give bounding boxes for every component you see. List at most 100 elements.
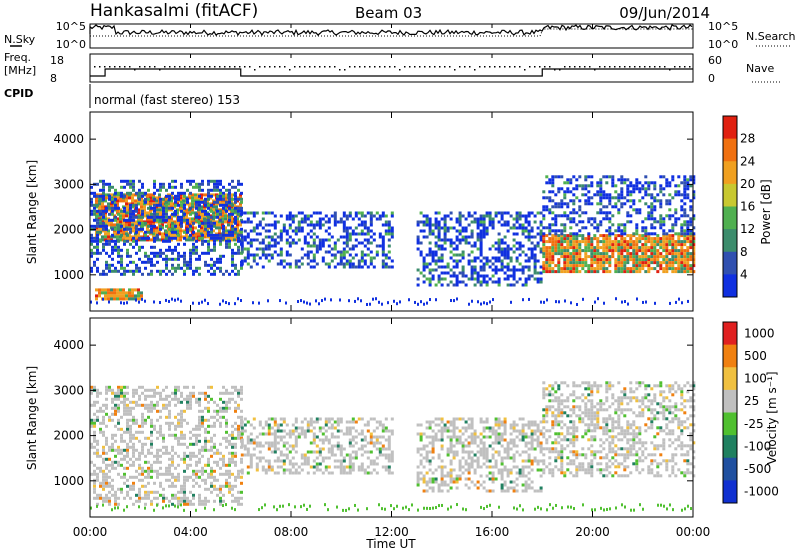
range-gate-cell xyxy=(632,255,636,259)
range-gate-cell xyxy=(554,237,558,241)
range-gate-cell xyxy=(656,255,660,259)
range-gate-cell xyxy=(186,263,189,267)
range-gate-cell xyxy=(285,253,289,257)
range-gate-cell xyxy=(273,450,277,454)
range-gate-cell xyxy=(627,302,629,306)
range-gate-cell xyxy=(548,223,552,227)
range-gate-cell xyxy=(584,252,588,256)
range-gate-cell xyxy=(174,257,177,261)
range-gate-cell xyxy=(90,248,93,252)
range-gate-cell xyxy=(264,471,268,475)
range-gate-cell xyxy=(165,298,167,302)
range-gate-cell xyxy=(506,256,510,260)
range-gate-cell xyxy=(485,211,489,215)
cpid-row: CPID normal (fast stereo) 153 xyxy=(4,84,240,108)
range-gate-cell xyxy=(440,283,444,287)
range-gate-cell xyxy=(425,253,429,257)
range-gate-cell xyxy=(153,388,156,392)
range-gate-cell xyxy=(219,499,222,503)
range-gate-cell xyxy=(572,237,576,241)
range-gate-cell xyxy=(626,178,630,182)
range-gate-cell xyxy=(566,264,570,268)
range-gate-cell xyxy=(162,269,165,273)
range-gate-cell xyxy=(665,234,669,238)
range-gate-cell xyxy=(126,421,129,425)
range-gate-cell xyxy=(198,439,201,443)
range-gate-cell xyxy=(485,262,489,266)
range-gate-cell xyxy=(204,239,207,243)
range-gate-cell xyxy=(135,239,138,243)
range-gate-cell xyxy=(104,288,107,292)
range-gate-cell xyxy=(645,300,647,304)
range-gate-cell xyxy=(215,223,218,227)
range-gate-cell xyxy=(560,240,564,244)
range-gate-cell xyxy=(596,243,600,247)
range-gate-cell xyxy=(545,246,549,250)
range-gate-cell xyxy=(261,432,265,436)
range-gate-cell xyxy=(123,385,126,389)
range-gate-cell xyxy=(345,432,349,436)
range-gate-cell xyxy=(183,191,186,195)
range-gate-cell xyxy=(207,448,210,452)
range-gate-cell xyxy=(135,269,138,273)
range-gate-cell xyxy=(492,298,494,302)
range-gate-cell xyxy=(165,451,168,455)
range-gate-cell xyxy=(428,271,432,275)
range-gate-cell xyxy=(575,223,579,227)
range-gate-cell xyxy=(470,220,474,224)
range-gate-cell xyxy=(231,254,234,258)
range-gate-cell xyxy=(98,232,101,236)
range-gate-cell xyxy=(497,244,501,248)
range-gate-cell xyxy=(461,238,465,242)
range-gate-cell xyxy=(485,259,489,263)
range-gate-cell xyxy=(174,269,177,273)
range-gate-cell xyxy=(324,220,328,224)
range-gate-cell xyxy=(689,205,693,209)
range-gate-cell xyxy=(602,249,606,253)
range-gate-cell xyxy=(126,239,129,243)
range-gate-cell xyxy=(168,215,171,219)
range-gate-cell xyxy=(270,465,274,469)
range-gate-cell xyxy=(179,226,182,230)
range-gate-cell xyxy=(210,466,213,470)
range-gate-cell xyxy=(557,237,561,241)
range-gate-cell xyxy=(602,205,606,209)
range-gate-cell xyxy=(117,445,120,449)
range-gate-cell xyxy=(461,226,465,230)
nave-point xyxy=(644,66,646,68)
range-gate-cell xyxy=(150,212,153,216)
range-gate-cell xyxy=(548,190,552,194)
range-gate-cell xyxy=(680,264,684,268)
range-gate-cell xyxy=(626,214,630,218)
range-gate-cell xyxy=(146,220,149,224)
range-gate-cell xyxy=(93,400,96,404)
range-gate-cell xyxy=(135,224,138,228)
range-gate-cell xyxy=(122,196,125,200)
range-gate-cell xyxy=(569,232,573,236)
range-gate-cell xyxy=(458,238,462,242)
noise-search-trace xyxy=(90,28,693,37)
range-gate-cell xyxy=(315,220,319,224)
range-gate-cell xyxy=(297,265,301,269)
range-gate-cell xyxy=(113,208,116,212)
range-gate-cell xyxy=(336,420,340,424)
range-gate-cell xyxy=(584,270,588,274)
range-gate-cell xyxy=(240,460,243,464)
range-gate-cell xyxy=(500,250,504,254)
range-gate-cell xyxy=(141,442,144,446)
range-gate-cell xyxy=(671,264,675,268)
range-gate-cell xyxy=(228,212,231,216)
range-gate-cell xyxy=(182,214,185,218)
range-gate-cell xyxy=(117,269,120,273)
range-gate-cell xyxy=(321,471,325,475)
range-gate-cell xyxy=(102,191,105,195)
nave-point xyxy=(129,66,131,68)
range-gate-cell xyxy=(351,456,355,460)
range-gate-cell xyxy=(240,220,244,224)
range-gate-cell xyxy=(186,403,189,407)
range-gate-cell xyxy=(108,484,111,488)
range-gate-cell xyxy=(623,196,627,200)
range-gate-cell xyxy=(384,223,388,227)
range-gate-cell xyxy=(129,406,132,410)
range-gate-cell xyxy=(93,224,96,228)
